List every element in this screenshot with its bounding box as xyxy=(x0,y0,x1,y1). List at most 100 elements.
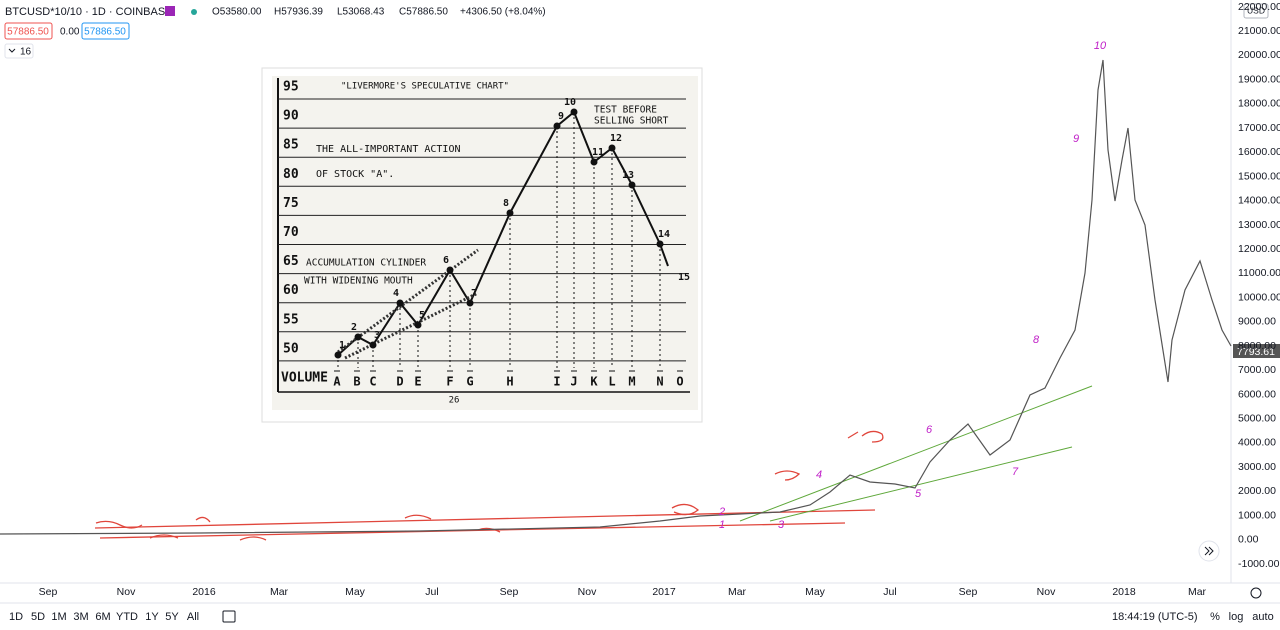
inset-point-label: 3 xyxy=(374,330,380,341)
inset-point-label: 12 xyxy=(610,133,622,144)
calendar-icon[interactable] xyxy=(222,610,236,623)
timeframe-button[interactable]: 3M xyxy=(73,611,88,623)
spread: 0.00 xyxy=(60,27,80,38)
buy-box xyxy=(81,22,130,40)
time-label: Nov xyxy=(578,586,597,598)
price-label: 7000.00 xyxy=(1238,364,1276,376)
inset-letter: C xyxy=(369,375,376,389)
inset-cylinder xyxy=(337,248,479,360)
scroll-arrow xyxy=(1204,546,1214,556)
inset-point-label: 5 xyxy=(419,310,425,321)
inset-level: 95 xyxy=(283,80,299,95)
timeframe-button[interactable]: 1M xyxy=(51,611,66,623)
inset-letter: L xyxy=(608,375,615,389)
inset-letter: F xyxy=(446,375,453,389)
inset-level: 85 xyxy=(283,138,299,153)
timeframe-button[interactable]: YTD xyxy=(116,611,138,623)
wave-label: 1 xyxy=(719,519,725,531)
inset-volume: VOLUME xyxy=(281,371,328,386)
wave-label: 5 xyxy=(915,488,922,500)
wave-label: 6 xyxy=(926,424,933,436)
inset-point xyxy=(414,321,422,329)
inset-level: 75 xyxy=(283,196,299,211)
indicator-count[interactable]: 16 xyxy=(20,47,32,58)
inset-level: 55 xyxy=(283,312,299,327)
time-label: Sep xyxy=(500,586,519,598)
price-label: 19000.00 xyxy=(1238,73,1280,85)
inset-note: SELLING SHORT xyxy=(594,116,669,127)
time-label: Jul xyxy=(425,586,438,598)
inset-point-label: 15 xyxy=(678,272,690,283)
ohlc-value: C57886.50 xyxy=(399,7,448,18)
inset-page: 26 xyxy=(449,396,460,406)
currency: USD xyxy=(1247,5,1265,15)
inset-point xyxy=(506,209,514,217)
inset-point xyxy=(446,266,454,274)
timeframe-button[interactable]: All xyxy=(187,611,199,623)
price-label: 17000.00 xyxy=(1238,122,1280,134)
inset-point-label: 1 xyxy=(339,340,345,351)
price-label: 21000.00 xyxy=(1238,25,1280,37)
settings-icon[interactable] xyxy=(1250,587,1262,599)
auto-toggle[interactable]: auto xyxy=(1252,611,1273,623)
inset-point-label: 8 xyxy=(503,198,509,209)
price-label: 14000.00 xyxy=(1238,195,1280,207)
timeframe-button[interactable]: 1D xyxy=(9,611,23,623)
inset-point-label: 6 xyxy=(443,255,449,266)
inset-letter: I xyxy=(553,375,560,389)
wave-label: 7 xyxy=(1012,466,1019,478)
green-trendlines xyxy=(739,385,1093,522)
time-label: Nov xyxy=(1037,586,1056,598)
timeframe-button[interactable]: 1Y xyxy=(145,611,159,623)
percent-toggle[interactable]: % xyxy=(1210,611,1220,623)
inset-caption: OF STOCK "A". xyxy=(316,169,394,180)
inset-point xyxy=(570,108,578,116)
inset-point xyxy=(396,299,404,307)
inset-level: 90 xyxy=(283,109,299,124)
inset-letter: H xyxy=(506,375,513,389)
inset-level: 60 xyxy=(283,283,299,298)
time-label: May xyxy=(805,586,826,598)
time-label: Sep xyxy=(39,586,58,598)
inset-point xyxy=(590,158,598,166)
inset-note: TEST BEFORE xyxy=(594,105,657,116)
inset-point-label: 7 xyxy=(471,288,477,299)
time-label: 2017 xyxy=(652,586,676,598)
price-label: 13000.00 xyxy=(1238,219,1280,231)
inset-cylinder-label: ACCUMULATION CYLINDER xyxy=(306,258,426,269)
wave-label: 10 xyxy=(1094,40,1107,52)
inset-point-label: 4 xyxy=(393,288,399,299)
time-label: 2018 xyxy=(1112,586,1136,598)
inset-point-label: 2 xyxy=(351,322,357,333)
time-label: Mar xyxy=(728,586,747,598)
inset-letter: G xyxy=(466,375,473,389)
price-label: 16000.00 xyxy=(1238,146,1280,158)
timeframe-button[interactable]: 6M xyxy=(95,611,110,623)
inset-letter: N xyxy=(656,375,663,389)
time-label: Nov xyxy=(117,586,136,598)
ohlc-value: O53580.00 xyxy=(212,7,262,18)
inset-letter: B xyxy=(353,375,360,389)
inset-point xyxy=(553,122,561,130)
status-dot xyxy=(191,9,197,15)
price-label: 11000.00 xyxy=(1238,267,1280,279)
inset-cylinder-label: WITH WIDENING MOUTH xyxy=(304,276,413,287)
sell-price: 57886.50 xyxy=(7,27,49,38)
inset-level: 65 xyxy=(283,254,299,269)
timeframe-button[interactable]: 5D xyxy=(31,611,45,623)
time-label: Mar xyxy=(270,586,289,598)
time-label: May xyxy=(345,586,366,598)
log-toggle[interactable]: log xyxy=(1229,611,1244,623)
price-label: 12000.00 xyxy=(1238,243,1280,255)
timeframe-button[interactable]: 5Y xyxy=(165,611,179,623)
indicators-button[interactable] xyxy=(4,43,34,59)
time-label: Mar xyxy=(1188,586,1207,598)
ohlc-value: +4306.50 (+8.04%) xyxy=(460,7,546,18)
last-price-box xyxy=(1233,344,1280,358)
inset-level: 70 xyxy=(283,225,299,240)
price-label: 8000.00 xyxy=(1238,340,1276,352)
inset-letter: D xyxy=(396,375,403,389)
currency-box xyxy=(1243,3,1269,19)
inset-point-label: 14 xyxy=(658,229,670,240)
